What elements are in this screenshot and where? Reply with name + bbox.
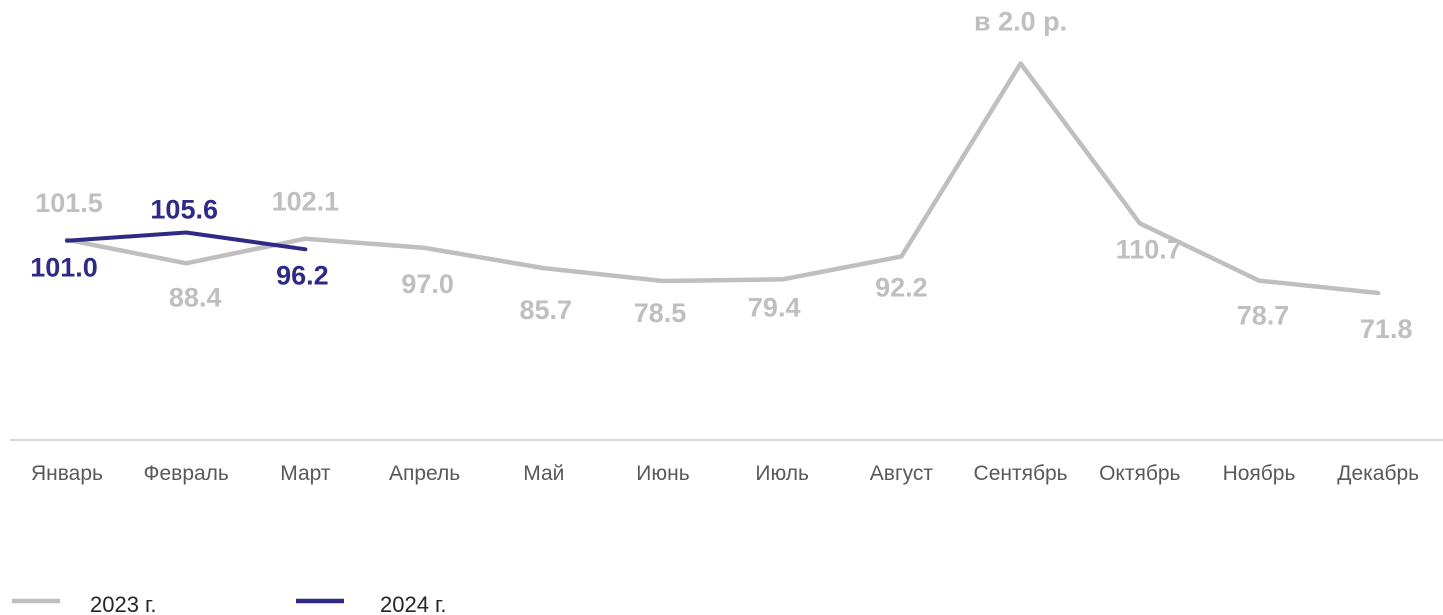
x-tick-label: Октябрь	[1099, 462, 1180, 485]
data-label-series-1-9: 110.7	[1116, 234, 1182, 264]
data-label-series-2-2: 96.2	[276, 260, 329, 290]
x-tick-label: Сентябрь	[974, 462, 1068, 485]
data-label-series-1-7: 92.2	[875, 273, 928, 303]
x-tick-label: Февраль	[144, 462, 229, 485]
data-labels: 101.5 88.4 102.1 97.0 85.7 78.5 79.4 92.2 в 2.0 …	[30, 7, 1412, 345]
data-label-series-1-10: 78.7	[1237, 301, 1290, 331]
legend-label-2: 2024 г.	[380, 592, 447, 615]
legend: 2023 г. 2024 г.	[12, 592, 447, 615]
data-label-series-1-0: 101.5	[35, 188, 103, 218]
data-label-series-1-3: 97.0	[401, 269, 454, 299]
data-label-series-1-8: в 2.0 р.	[974, 7, 1067, 37]
x-axis-tick-labels: Январь Февраль Март Апрель Май Июнь Июль Август…	[31, 462, 1419, 485]
data-label-series-1-4: 85.7	[520, 295, 573, 325]
data-label-series-1-6: 79.4	[748, 292, 801, 322]
data-label-series-2-1: 105.6	[150, 195, 218, 225]
x-tick-label: Май	[523, 462, 564, 485]
x-tick-label: Декабрь	[1337, 462, 1419, 485]
series-line-1	[64, 61, 1381, 296]
legend-label-1: 2023 г.	[90, 592, 157, 615]
data-label-series-2-0: 101.0	[30, 253, 98, 283]
data-label-series-1-2: 102.1	[272, 187, 340, 217]
series-lines	[64, 61, 1381, 296]
x-tick-label: Апрель	[389, 462, 460, 485]
data-label-series-1-5: 78.5	[634, 298, 687, 328]
x-tick-label: Август	[870, 462, 934, 485]
x-tick-label: Ноябрь	[1223, 462, 1296, 485]
x-tick-label: Январь	[31, 462, 103, 485]
x-tick-label: Июль	[755, 462, 809, 485]
series-line-2	[65, 230, 308, 252]
x-tick-label: Март	[280, 462, 331, 485]
data-label-series-1-1: 88.4	[169, 282, 222, 312]
x-tick-label: Июнь	[636, 462, 689, 485]
data-label-series-1-11: 71.8	[1360, 314, 1413, 344]
